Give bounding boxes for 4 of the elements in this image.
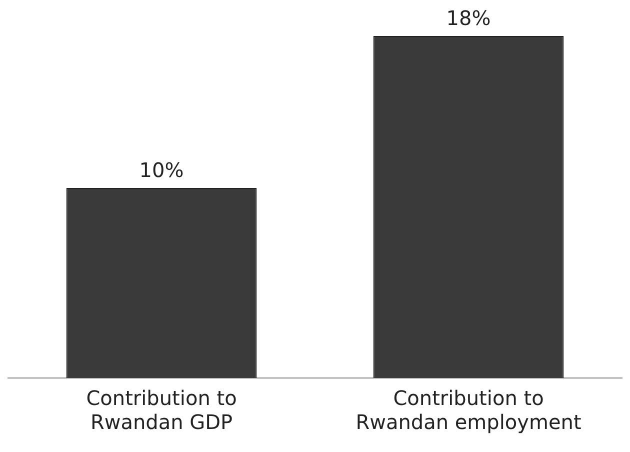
data-label: 10% [139, 158, 184, 182]
data-label: 18% [446, 6, 491, 30]
x-tick-label: Contribution to Rwandan GDP [86, 386, 237, 434]
x-tick-label: Contribution to Rwandan employment [356, 386, 582, 434]
